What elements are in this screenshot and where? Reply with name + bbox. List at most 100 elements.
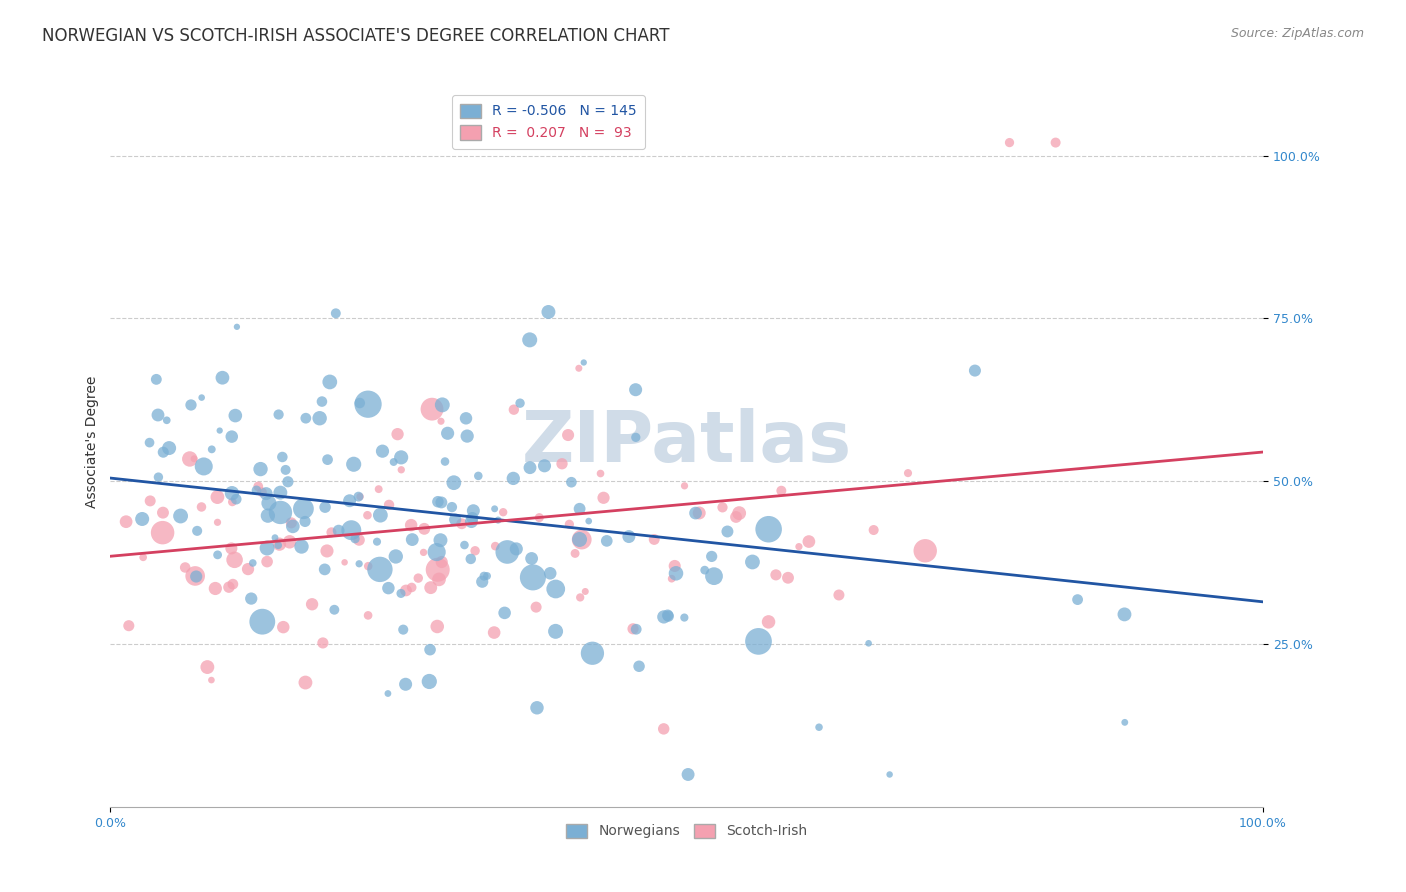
Point xyxy=(475,569,498,583)
Point xyxy=(673,610,696,624)
Point xyxy=(460,515,482,529)
Point xyxy=(568,533,591,547)
Point xyxy=(314,562,336,576)
Point xyxy=(257,508,280,523)
Point xyxy=(569,591,592,605)
Point xyxy=(533,458,555,473)
Point xyxy=(184,569,207,583)
Point xyxy=(269,505,291,519)
Point xyxy=(295,411,318,425)
Point xyxy=(529,510,551,524)
Point xyxy=(401,533,423,547)
Point xyxy=(193,459,215,474)
Point xyxy=(688,506,710,520)
Point xyxy=(747,634,769,648)
Point xyxy=(492,505,515,519)
Point xyxy=(392,623,415,637)
Point xyxy=(208,424,231,438)
Point xyxy=(156,413,179,427)
Point xyxy=(661,572,683,586)
Point xyxy=(257,496,280,510)
Point xyxy=(560,475,582,490)
Point xyxy=(716,524,738,539)
Point xyxy=(186,524,208,538)
Point xyxy=(443,475,465,490)
Point xyxy=(426,545,449,559)
Point xyxy=(453,538,475,552)
Point xyxy=(581,646,603,660)
Point xyxy=(378,498,401,512)
Point xyxy=(242,556,264,570)
Point xyxy=(190,391,212,405)
Point xyxy=(621,622,644,636)
Point xyxy=(419,581,441,595)
Point xyxy=(509,396,531,410)
Point xyxy=(652,722,675,736)
Point xyxy=(693,563,716,577)
Point xyxy=(357,397,380,411)
Point xyxy=(267,538,290,552)
Point xyxy=(389,586,412,600)
Point xyxy=(486,513,509,527)
Point xyxy=(460,552,482,566)
Point xyxy=(186,569,208,583)
Point xyxy=(574,584,596,599)
Point xyxy=(797,534,820,549)
Point xyxy=(347,490,370,504)
Point xyxy=(505,541,527,556)
Point xyxy=(544,624,567,639)
Point xyxy=(463,504,485,518)
Point xyxy=(343,457,366,471)
Point xyxy=(430,555,453,569)
Point xyxy=(290,540,312,554)
Point xyxy=(652,610,675,624)
Point xyxy=(152,445,174,459)
Point xyxy=(179,452,201,467)
Point xyxy=(131,512,153,526)
Point xyxy=(879,767,901,781)
Point xyxy=(157,441,180,455)
Point xyxy=(808,720,831,734)
Point xyxy=(225,319,247,334)
Point xyxy=(190,500,212,514)
Point xyxy=(557,428,579,442)
Point xyxy=(770,483,793,498)
Point xyxy=(252,615,274,629)
Point xyxy=(224,409,246,423)
Point xyxy=(264,531,287,545)
Point xyxy=(201,442,224,457)
Point xyxy=(472,569,495,583)
Point xyxy=(382,455,405,469)
Point xyxy=(308,411,330,425)
Text: ZIPatlas: ZIPatlas xyxy=(522,408,852,476)
Point xyxy=(624,383,647,397)
Point xyxy=(316,544,339,558)
Point xyxy=(758,615,780,629)
Point xyxy=(207,548,229,562)
Legend: Norwegians, Scotch-Irish: Norwegians, Scotch-Irish xyxy=(561,818,813,844)
Point xyxy=(711,500,734,515)
Point xyxy=(278,534,301,549)
Point xyxy=(311,394,333,409)
Point xyxy=(544,582,567,596)
Point xyxy=(218,580,240,594)
Point xyxy=(274,463,297,477)
Point xyxy=(673,479,696,493)
Point xyxy=(138,435,160,450)
Point xyxy=(440,500,463,514)
Point xyxy=(224,553,246,567)
Point xyxy=(564,546,586,560)
Point xyxy=(367,482,389,496)
Point xyxy=(578,514,600,528)
Point xyxy=(221,495,243,509)
Point xyxy=(482,625,505,640)
Point xyxy=(676,767,699,781)
Point xyxy=(526,700,548,714)
Point xyxy=(1114,607,1136,622)
Point xyxy=(628,659,651,673)
Point xyxy=(657,608,679,623)
Point xyxy=(221,486,243,500)
Point xyxy=(267,408,290,422)
Point xyxy=(349,490,371,504)
Point xyxy=(456,429,478,443)
